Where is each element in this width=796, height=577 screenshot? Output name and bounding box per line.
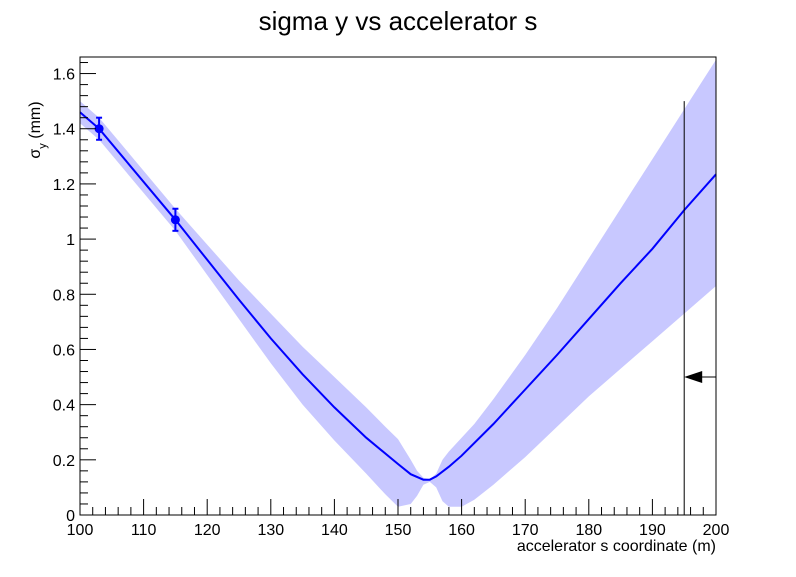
x-tick-label: 170: [512, 522, 539, 539]
y-tick-label: 0.2: [53, 453, 75, 470]
data-point: [170, 215, 180, 225]
y-tick-label: 0.8: [53, 287, 75, 304]
x-tick-label: 200: [703, 522, 730, 539]
data-point: [94, 124, 104, 134]
y-tick-label: 0: [66, 508, 75, 525]
fit-curve-layer: [79, 111, 717, 481]
arrow-head: [684, 371, 703, 384]
x-tick-label: 130: [257, 522, 284, 539]
y-tick-label: 0.6: [53, 342, 75, 359]
y-axis-label-sub: y: [37, 143, 49, 149]
y-tick-label: 0.4: [53, 398, 75, 415]
y-tick-label: 1.6: [53, 67, 75, 84]
error-band-layer: [80, 59, 716, 507]
chart-title: sigma y vs accelerator s: [259, 6, 538, 36]
y-axis: 0 0.2 0.4 0.6 0.8 1 1.2 1.4 1.6: [53, 62, 96, 525]
y-tick-label: 1.2: [53, 177, 75, 194]
data-points-layer: [94, 116, 180, 232]
x-tick-label: 160: [448, 522, 475, 539]
fit-curve-line: [79, 111, 717, 481]
y-axis-label-main: σ: [27, 149, 44, 159]
y-axis-label: σy (mm): [27, 101, 49, 158]
annotation-layer: [683, 101, 716, 515]
x-tick-label: 100: [67, 522, 94, 539]
y-tick-label: 1: [66, 232, 75, 249]
x-tick-label: 180: [575, 522, 602, 539]
y-axis-label-unit: (mm): [27, 101, 44, 143]
x-tick-label: 120: [194, 522, 221, 539]
y-tick-label: 1.4: [53, 122, 75, 139]
error-band: [80, 59, 716, 507]
x-axis-label: accelerator s coordinate (m): [517, 538, 716, 555]
x-tick-label: 140: [321, 522, 348, 539]
x-tick-label: 150: [385, 522, 412, 539]
x-tick-label: 190: [639, 522, 666, 539]
x-tick-label: 110: [131, 522, 157, 539]
x-axis: 100 110 120 130 140 150 160 170 180 190 200: [67, 499, 730, 539]
